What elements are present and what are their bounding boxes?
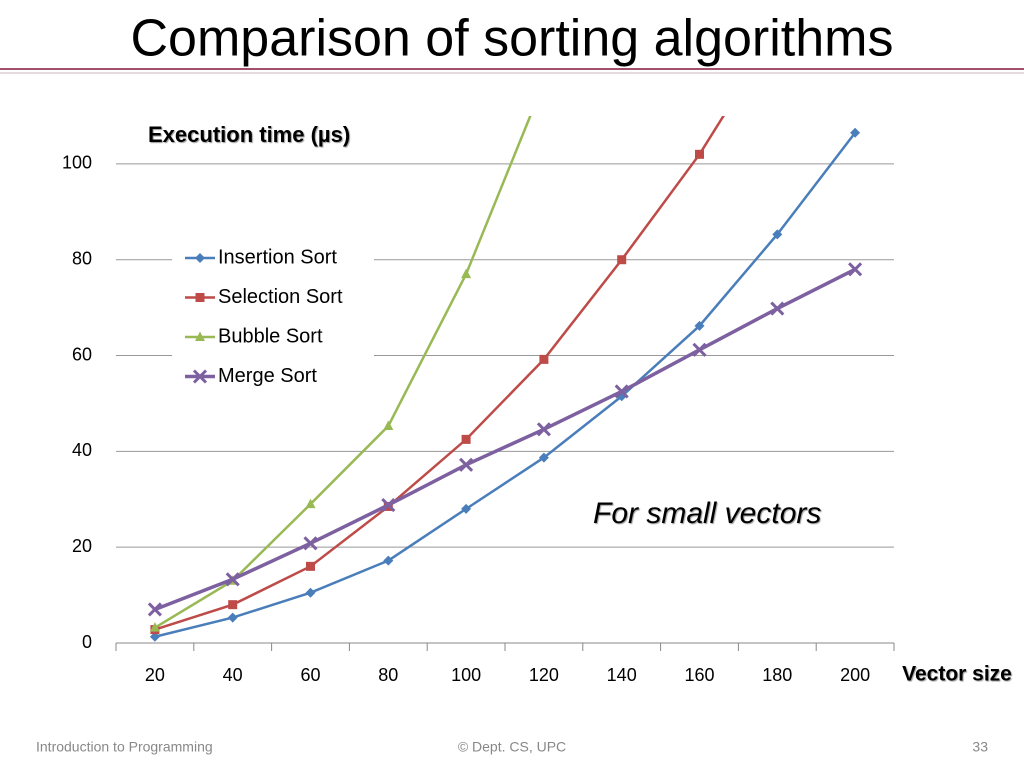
marker [539,354,549,364]
marker [305,498,316,509]
series-line [154,116,532,629]
legend-label: Insertion Sort [218,246,337,268]
marker [305,587,316,598]
marker [195,331,205,341]
y-tick-label: 80 [72,248,92,268]
marker [536,422,551,437]
y-tick-label: 40 [72,440,92,460]
x-tick-label: 180 [762,665,792,685]
marker [539,77,549,87]
y-tick-label: 20 [72,536,92,556]
series-line [154,132,857,638]
x-tick-label: 80 [378,665,398,685]
marker [306,561,315,571]
marker [461,434,471,444]
marker [227,612,238,623]
marker [149,631,160,642]
x-tick-label: 40 [223,665,243,685]
marker [692,342,707,357]
grid: 0 20 40 60 80 100 20 40 60 80 100 120 140 160 180 200 [62,153,895,685]
legend-box [172,240,374,395]
marker [617,255,627,265]
x-tick-label: 140 [607,665,637,685]
marker [195,253,205,263]
slide-title: Comparison of sorting algorithms [131,10,894,68]
marker [614,384,629,399]
x-axis-label: Vector size [902,663,1012,686]
x-tick-label: 200 [840,665,870,685]
marker [383,555,394,566]
marker [850,127,861,138]
x-tick-label: 20 [145,665,165,685]
marker [192,369,208,384]
x-tick-label: 100 [451,665,481,685]
marker [538,452,549,463]
legend: Insertion Sort Selection Sort Bubble Sort M… [172,240,374,395]
series-line [154,267,856,612]
legend-label: Merge Sort [218,365,317,387]
marker [383,420,394,430]
x-tick-label: 120 [529,665,559,685]
marker [228,600,238,610]
x-tick-label: 60 [300,665,320,685]
marker [225,572,240,587]
annotation: For small vectors [593,497,821,530]
marker [695,149,704,159]
marker [770,301,785,316]
marker [195,293,205,302]
marker [303,536,318,551]
plot [147,77,863,642]
y-axis-label: Execution time (µs) [148,122,350,147]
x-tick-label: 160 [684,665,714,685]
footer-center: © Dept. CS, UPC [458,739,566,755]
footer-left: Introduction to Programming [36,739,213,755]
y-tick-label: 60 [72,344,92,364]
y-tick-label: 0 [82,632,92,652]
marker [848,262,863,277]
marker [461,268,472,279]
marker [459,457,474,472]
legend-label: Bubble Sort [218,325,323,347]
footer-right: 33 [972,739,988,755]
y-tick-label: 100 [62,153,92,173]
marker [147,602,162,617]
marker [694,320,705,331]
marker [772,229,783,240]
marker [149,622,160,632]
marker [461,503,472,514]
legend-label: Selection Sort [218,286,343,308]
marker [381,497,396,513]
